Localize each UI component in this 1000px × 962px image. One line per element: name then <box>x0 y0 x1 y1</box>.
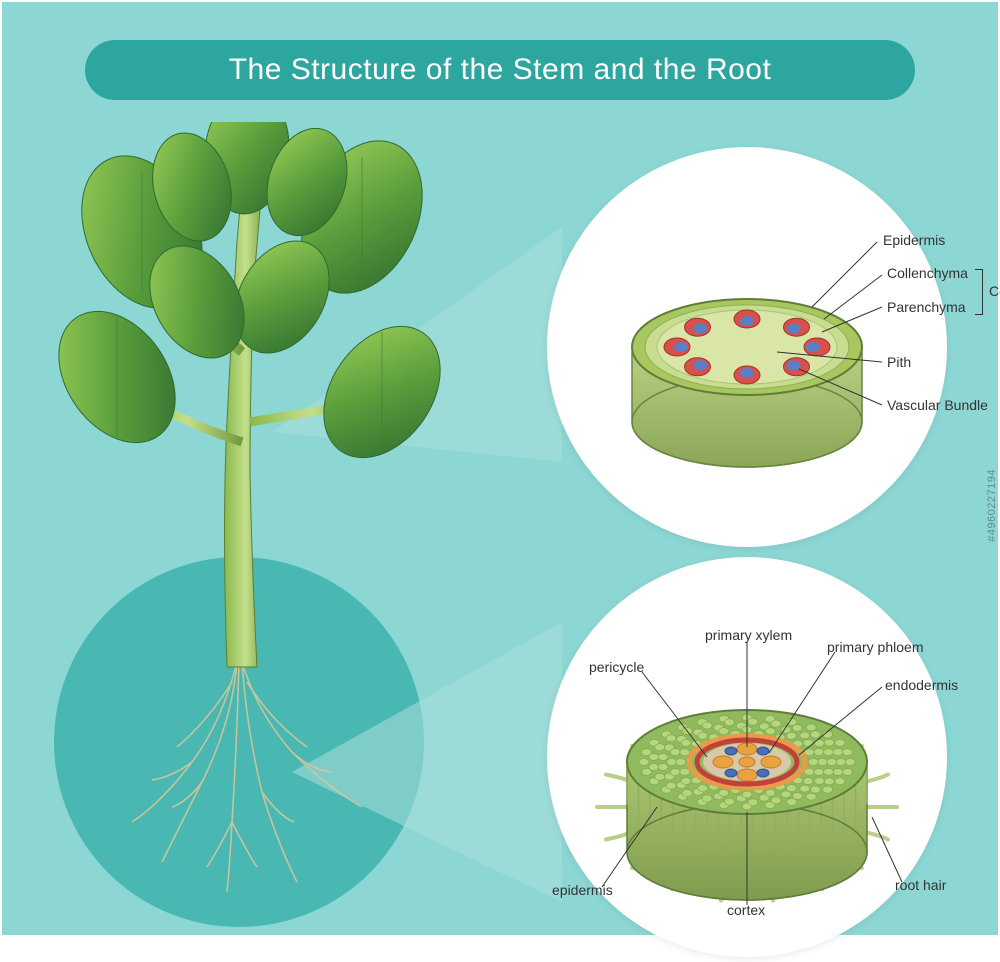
cortex-bracket <box>975 269 983 315</box>
title-text: The Structure of the Stem and the Root <box>229 53 772 87</box>
label-epidermis: Epidermis <box>883 232 945 248</box>
title-bar: The Structure of the Stem and the Root <box>85 40 915 100</box>
label-primary-phloem: primary phloem <box>827 639 923 655</box>
plant-illustration <box>32 122 452 922</box>
label-endodermis: endodermis <box>885 677 958 693</box>
diagram-canvas: The Structure of the Stem and the Root <box>0 0 1000 937</box>
label-root-hair: root hair <box>895 877 946 893</box>
label-pith: Pith <box>887 354 911 370</box>
watermark: #4960227194 <box>986 469 998 542</box>
stem-callout: Epidermis Collenchyma Parenchyma Pith Va… <box>547 147 947 547</box>
label-parenchyma: Parenchyma <box>887 299 966 315</box>
roots <box>132 662 362 892</box>
label-root-epidermis: epidermis <box>552 882 613 898</box>
stem <box>225 142 268 667</box>
label-root-cortex: cortex <box>727 902 765 918</box>
root-callout: pericycle primary xylem primary phloem e… <box>547 557 947 957</box>
label-pericycle: pericycle <box>589 659 644 675</box>
label-cortex-group: Cortex <box>989 283 1000 299</box>
stem-cross-section <box>547 147 947 547</box>
label-vascular: Vascular Bundle <box>887 397 988 413</box>
label-collenchyma: Collenchyma <box>887 265 968 281</box>
label-primary-xylem: primary xylem <box>705 627 792 643</box>
